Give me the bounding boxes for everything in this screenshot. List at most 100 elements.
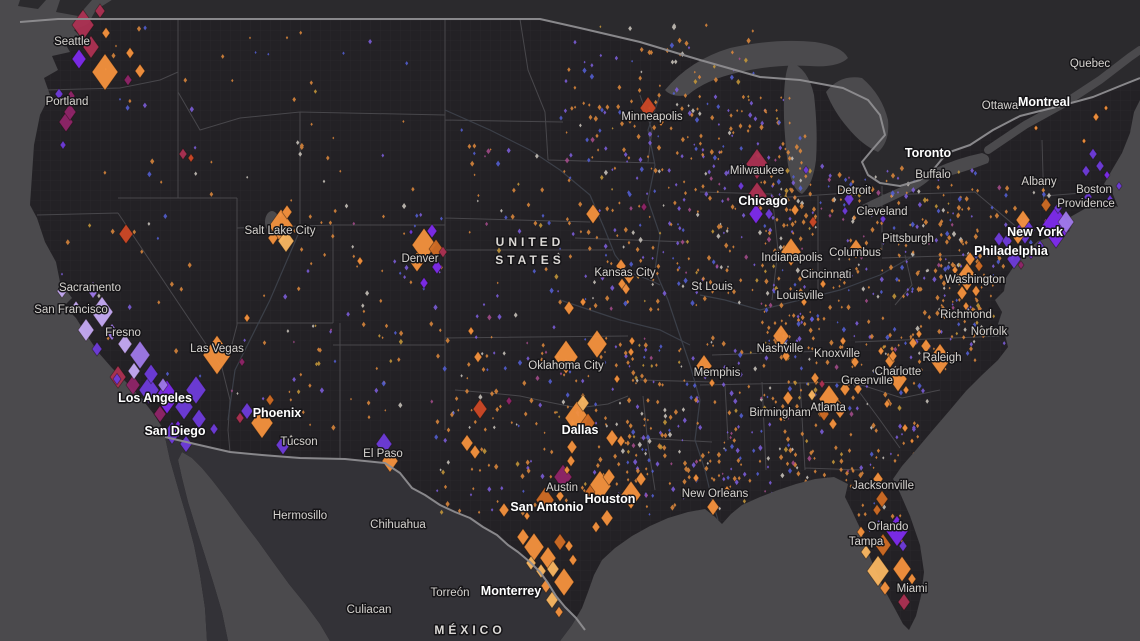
- marker-diamond[interactable]: [875, 489, 889, 509]
- marker-diamond[interactable]: [267, 230, 279, 246]
- marker-diamond[interactable]: [71, 48, 87, 70]
- marker-diamond[interactable]: [1103, 170, 1111, 180]
- marker-diamond[interactable]: [745, 147, 769, 181]
- marker-diamond[interactable]: [802, 165, 810, 175]
- marker-diamond[interactable]: [800, 297, 808, 307]
- marker-diamond[interactable]: [790, 203, 800, 217]
- marker-diamond[interactable]: [974, 259, 984, 273]
- marker-diamond[interactable]: [129, 340, 151, 370]
- marker-diamond[interactable]: [553, 339, 579, 375]
- marker-diamond[interactable]: [66, 89, 76, 103]
- marker-diamond[interactable]: [879, 214, 887, 224]
- marker-diamond[interactable]: [781, 349, 791, 363]
- marker-diamond[interactable]: [1033, 124, 1039, 132]
- marker-diamond[interactable]: [901, 423, 909, 433]
- marker-diamond[interactable]: [902, 385, 910, 395]
- marker-diamond[interactable]: [860, 544, 872, 560]
- marker-diamond[interactable]: [191, 408, 207, 430]
- marker-diamond[interactable]: [845, 377, 853, 387]
- marker-diamond[interactable]: [554, 605, 564, 619]
- marker-diamond[interactable]: [866, 554, 890, 588]
- marker-diamond[interactable]: [411, 227, 437, 263]
- marker-diamond[interactable]: [101, 26, 111, 40]
- marker-diamond[interactable]: [962, 301, 970, 311]
- marker-diamond[interactable]: [469, 444, 481, 460]
- marker-diamond[interactable]: [907, 572, 917, 586]
- marker-diamond[interactable]: [951, 265, 959, 275]
- marker-diamond[interactable]: [185, 375, 207, 405]
- marker-diamond[interactable]: [568, 553, 578, 567]
- marker-diamond[interactable]: [70, 300, 82, 316]
- marker-diamond[interactable]: [566, 439, 578, 455]
- marker-diamond[interactable]: [874, 533, 892, 557]
- marker-diamond[interactable]: [1081, 164, 1091, 178]
- marker-diamond[interactable]: [546, 559, 560, 579]
- marker-diamond[interactable]: [426, 223, 438, 239]
- marker-diamond[interactable]: [898, 539, 908, 553]
- marker-diamond[interactable]: [584, 484, 596, 500]
- marker-diamond[interactable]: [265, 393, 275, 407]
- marker-diamond[interactable]: [841, 206, 849, 216]
- marker-diamond[interactable]: [580, 412, 596, 434]
- marker-diamond[interactable]: [564, 539, 574, 553]
- marker-diamond[interactable]: [59, 140, 67, 150]
- marker-diamond[interactable]: [1001, 233, 1013, 249]
- marker-diamond[interactable]: [888, 365, 908, 393]
- marker-diamond[interactable]: [810, 371, 820, 385]
- marker-diamond[interactable]: [879, 580, 891, 596]
- marker-diamond[interactable]: [240, 401, 254, 421]
- marker-diamond[interactable]: [883, 399, 891, 409]
- marker-diamond[interactable]: [134, 63, 146, 79]
- marker-diamond[interactable]: [956, 262, 978, 292]
- marker-diamond[interactable]: [281, 204, 293, 220]
- marker-diamond[interactable]: [1106, 194, 1114, 204]
- marker-diamond[interactable]: [897, 592, 911, 612]
- marker-diamond[interactable]: [555, 489, 565, 503]
- marker-diamond[interactable]: [505, 396, 513, 406]
- marker-diamond[interactable]: [818, 379, 826, 389]
- marker-diamond[interactable]: [375, 432, 393, 456]
- marker-diamond[interactable]: [127, 361, 141, 381]
- marker-diamond[interactable]: [778, 415, 784, 423]
- marker-diamond[interactable]: [872, 471, 884, 487]
- marker-diamond[interactable]: [628, 336, 636, 346]
- marker-diamond[interactable]: [174, 393, 194, 421]
- marker-diamond[interactable]: [553, 567, 575, 597]
- marker-diamond[interactable]: [723, 485, 731, 495]
- marker-diamond[interactable]: [640, 202, 648, 212]
- marker-diamond[interactable]: [1092, 112, 1100, 122]
- marker-diamond[interactable]: [839, 336, 847, 346]
- marker-diamond[interactable]: [1095, 159, 1105, 173]
- marker-diamond[interactable]: [460, 433, 474, 453]
- marker-diamond[interactable]: [472, 398, 488, 420]
- marker-diamond[interactable]: [888, 349, 898, 363]
- marker-diamond[interactable]: [238, 357, 246, 367]
- marker-diamond[interactable]: [843, 191, 855, 207]
- marker-diamond[interactable]: [839, 381, 851, 397]
- marker-diamond[interactable]: [993, 231, 1005, 247]
- marker-diamond[interactable]: [1081, 137, 1087, 145]
- marker-diamond[interactable]: [737, 181, 745, 191]
- marker-diamond[interactable]: [105, 322, 119, 342]
- marker-diamond[interactable]: [202, 334, 232, 376]
- marker-diamond[interactable]: [171, 419, 185, 439]
- marker-diamond[interactable]: [381, 449, 399, 473]
- marker-diamond[interactable]: [928, 342, 952, 376]
- marker-diamond[interactable]: [1083, 190, 1093, 204]
- marker-diamond[interactable]: [764, 207, 774, 221]
- marker-diamond[interactable]: [1017, 260, 1025, 270]
- marker-diamond[interactable]: [563, 465, 571, 475]
- marker-diamond[interactable]: [243, 313, 251, 323]
- marker-diamond[interactable]: [187, 153, 195, 163]
- marker-diamond[interactable]: [885, 514, 909, 548]
- marker-diamond[interactable]: [419, 276, 429, 290]
- marker-diamond[interactable]: [892, 555, 912, 583]
- marker-diamond[interactable]: [692, 473, 700, 483]
- marker-diamond[interactable]: [112, 372, 122, 386]
- marker-diamond[interactable]: [586, 329, 608, 359]
- marker-diamond[interactable]: [523, 511, 531, 521]
- marker-diamond[interactable]: [605, 428, 619, 448]
- marker-diamond[interactable]: [964, 251, 976, 267]
- marker-diamond[interactable]: [908, 336, 918, 350]
